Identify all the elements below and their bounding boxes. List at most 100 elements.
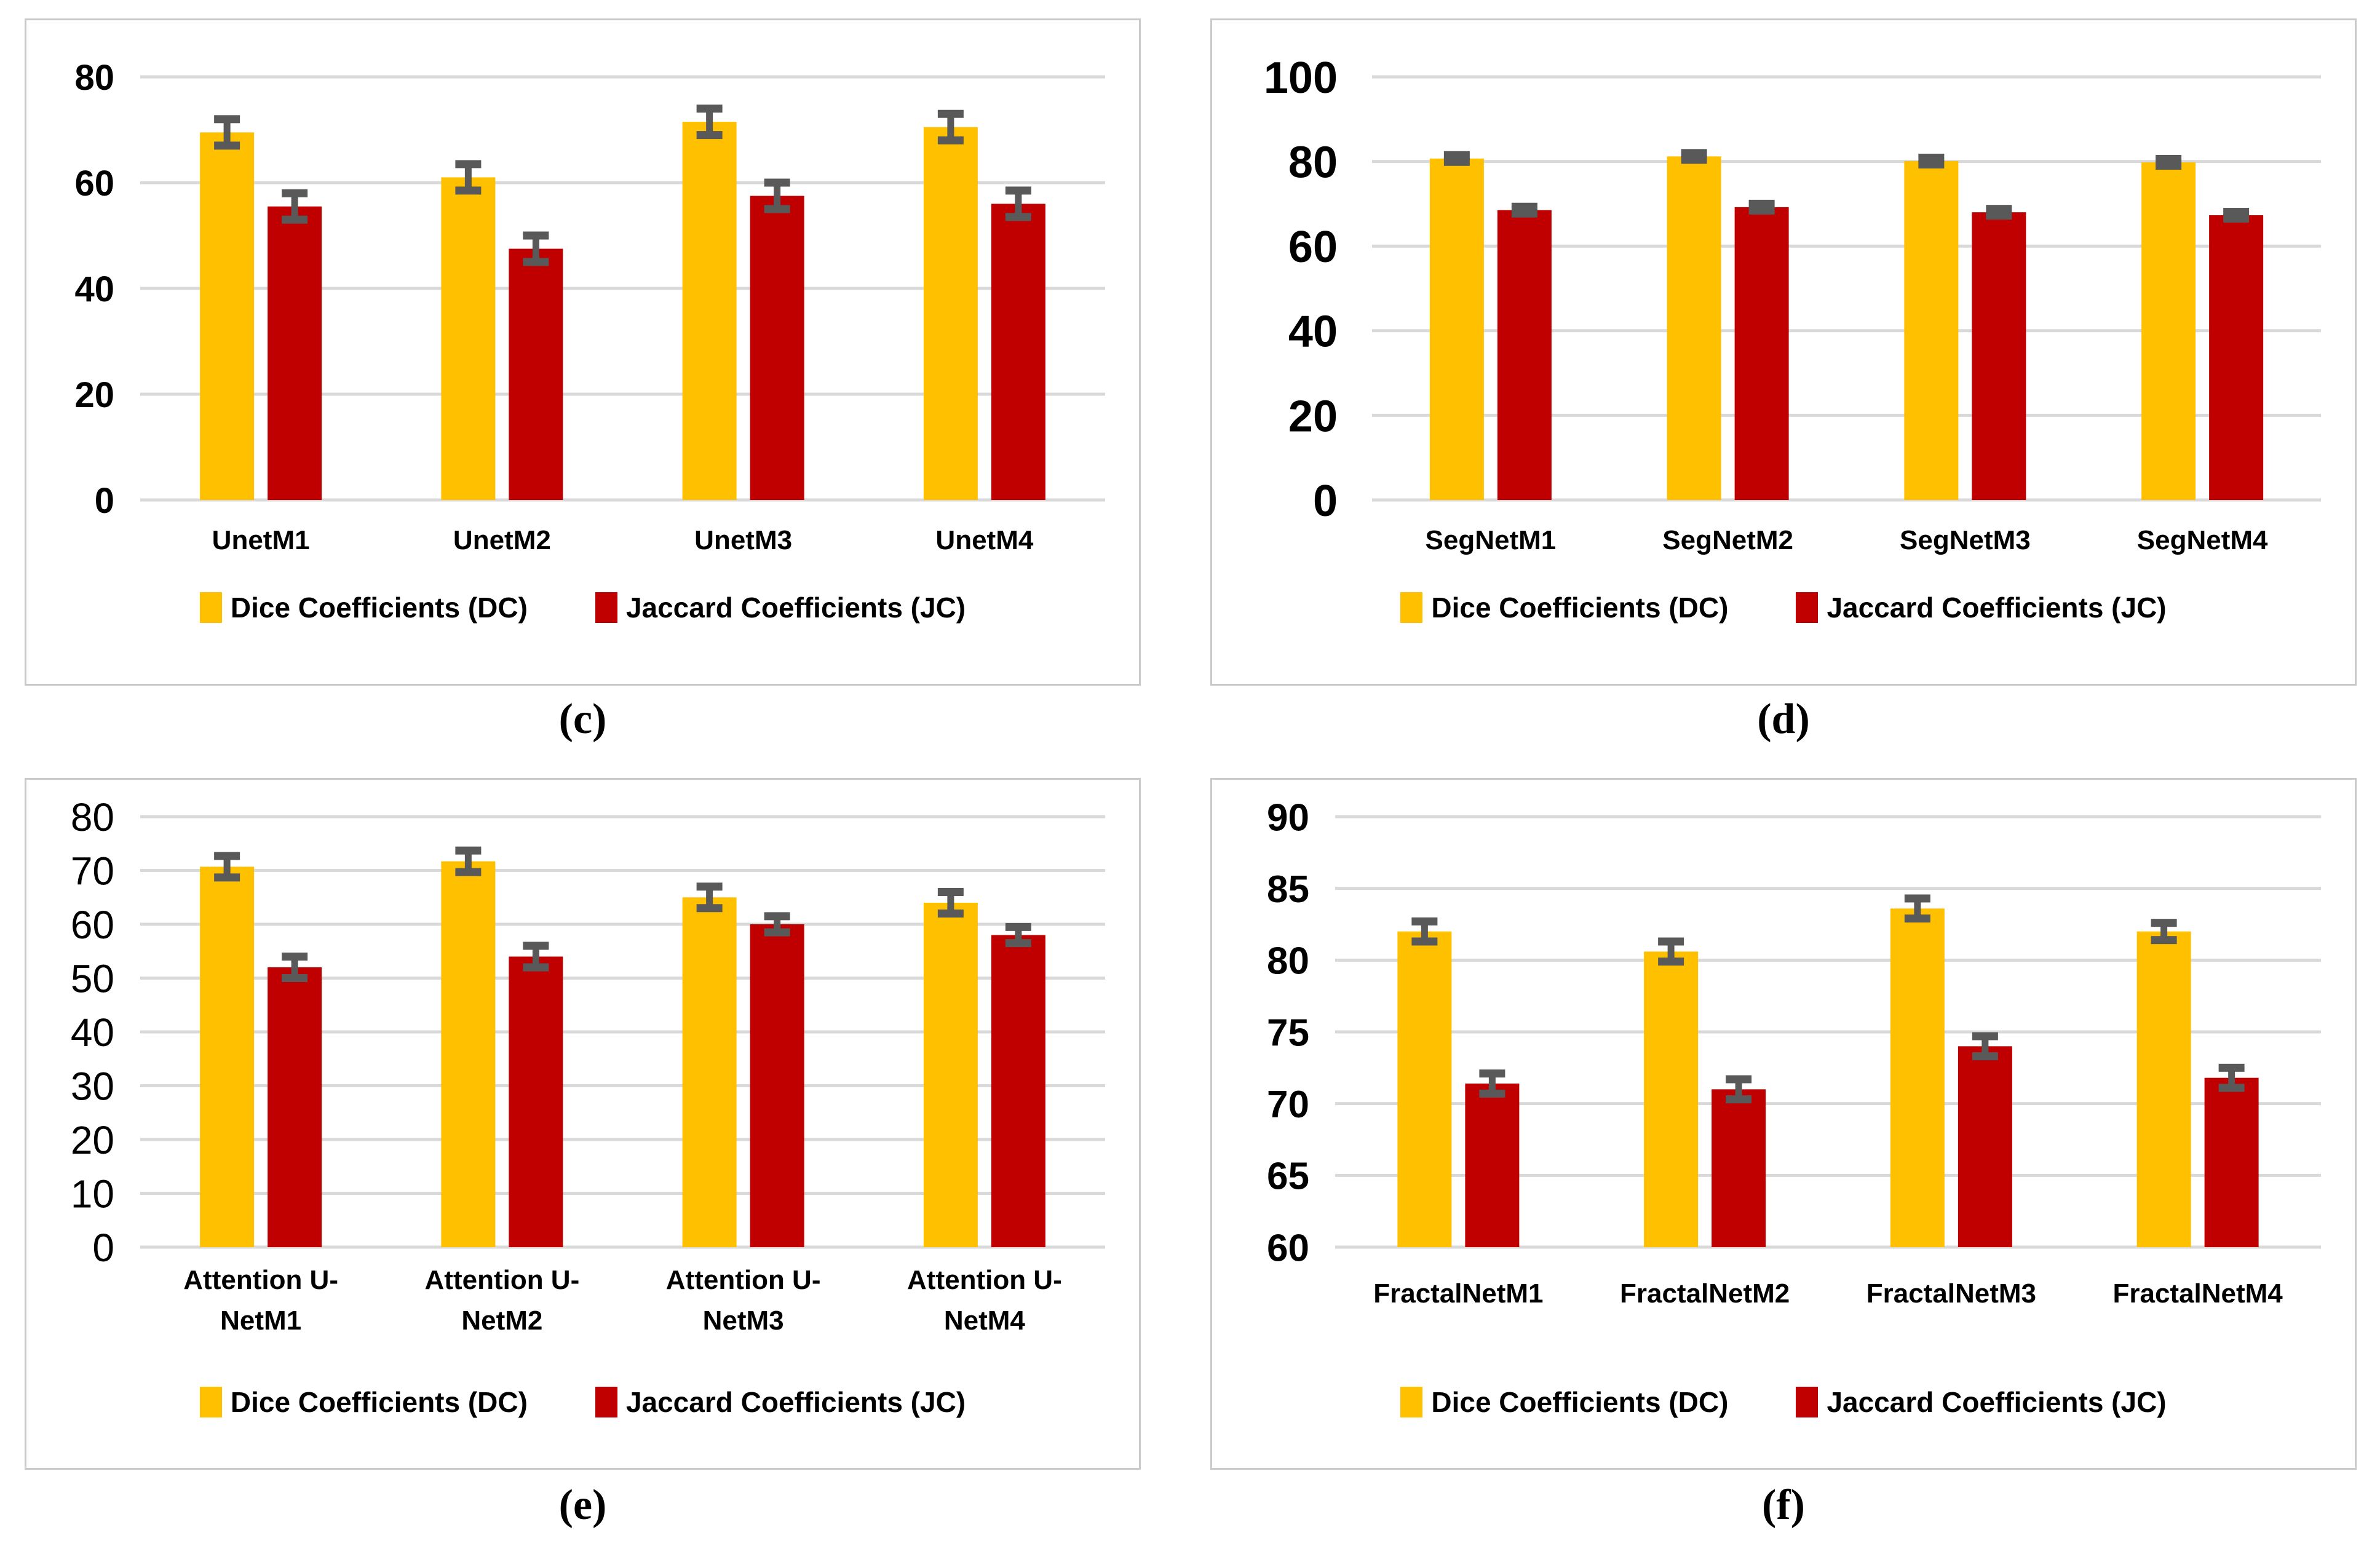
bar-dc-attention-u-netm2 (441, 861, 496, 1247)
panel-caption-c: (c) (558, 696, 607, 743)
legend-label-jc: Jaccard Coefficients (JC) (1827, 1386, 2167, 1418)
error-bar-dc-unetm4 (937, 109, 964, 145)
x-axis-category-label: NetM2 (461, 1306, 542, 1336)
bar-dc-segnetm4 (2141, 162, 2196, 500)
x-axis-category-label: SegNetM1 (1426, 525, 1557, 555)
x-axis-category-label: Attention U- (907, 1265, 1062, 1295)
error-bar-dc-segnetm3 (1918, 153, 1945, 168)
error-bar-jc-fractalnetm4 (2218, 1063, 2245, 1092)
x-axis-category-label: NetM4 (944, 1306, 1026, 1336)
y-axis-tick-label: 20 (71, 1118, 114, 1162)
bar-jc-unetm2 (509, 248, 563, 500)
y-axis-tick-label: 100 (1264, 54, 1338, 103)
error-bar-jc-attention-u-netm2 (523, 942, 549, 972)
y-axis-tick-label: 80 (74, 58, 114, 98)
bar-dc-attention-u-netm4 (923, 903, 978, 1247)
legend-item-jc: Jaccard Coefficients (JC) (1796, 591, 2167, 624)
legend-label-dc: Dice Coefficients (DC) (230, 1386, 528, 1418)
x-axis-category-label: SegNetM4 (2137, 525, 2268, 555)
bar-dc-segnetm1 (1429, 158, 1484, 500)
bar-dc-unetm1 (200, 132, 255, 501)
chart-panel-d: 0 20 40 60 80 100 SegNetM1 SegNetM2 SegNetM3 SegN… (1210, 18, 2357, 686)
error-bar-jc-fractalnetm2 (1726, 1075, 1752, 1104)
error-bar-jc-segnetm1 (1511, 202, 1537, 218)
error-bar-jc-attention-u-netm1 (282, 953, 308, 982)
error-bar-jc-unetm1 (282, 189, 308, 224)
legend-item-dc: Dice Coefficients (DC) (199, 591, 528, 624)
legend-label-jc: Jaccard Coefficients (JC) (1827, 592, 2167, 624)
y-axis-tick-label: 30 (71, 1064, 114, 1109)
error-bar-dc-attention-u-netm2 (455, 846, 482, 876)
y-axis-tick-label: 0 (92, 1226, 114, 1270)
x-axis-category-label: SegNetM2 (1662, 525, 1793, 555)
legend-item-jc: Jaccard Coefficients (JC) (595, 1386, 966, 1419)
y-axis-tick-label: 85 (1267, 868, 1309, 911)
x-axis-category-label: NetM1 (220, 1306, 301, 1336)
legend-swatch-jc-icon (1796, 592, 1819, 623)
x-axis-category-label: SegNetM3 (1900, 525, 2031, 555)
legend-swatch-jc-icon (595, 1387, 617, 1417)
bar-dc-fractalnetm4 (2136, 931, 2191, 1247)
legend-swatch-dc-icon (199, 592, 222, 623)
y-axis-tick-label: 80 (71, 795, 114, 839)
y-axis-tick-label: 20 (1288, 392, 1338, 441)
y-axis-tick-label: 40 (71, 1010, 114, 1055)
legend-item-jc: Jaccard Coefficients (JC) (1796, 1386, 2167, 1419)
legend-item-jc: Jaccard Coefficients (JC) (595, 591, 966, 624)
bar-jc-segnetm3 (1972, 212, 2026, 500)
y-axis-tick-label: 80 (1288, 138, 1338, 188)
bar-jc-unetm1 (268, 206, 322, 500)
y-axis-tick-label: 40 (1288, 307, 1338, 357)
x-axis-category-label: FractalNetM2 (1620, 1278, 1790, 1309)
error-bar-jc-segnetm2 (1748, 199, 1775, 215)
bar-jc-segnetm2 (1734, 207, 1789, 500)
chart-panel-c: 0 20 40 60 80 UnetM1 UnetM2 UnetM3 UnetM4 Dice Co… (25, 18, 1141, 686)
error-bar-dc-fractalnetm4 (2151, 919, 2177, 945)
chart-panel-e: 0 10 20 30 40 50 60 70 80 Attention U- NetM1 Attent… (25, 778, 1141, 1470)
legend: Dice Coefficients (DC) Jaccard Coefficien… (1212, 1386, 2355, 1419)
legend-swatch-dc-icon (1400, 1387, 1423, 1417)
chart-svg-c: 0 20 40 60 80 UnetM1 UnetM2 UnetM3 UnetM4 (74, 58, 1105, 555)
bar-dc-fractalnetm2 (1644, 951, 1699, 1247)
bar-jc-fractalnetm1 (1465, 1084, 1520, 1247)
panel-caption-d: (d) (1757, 696, 1810, 743)
bar-jc-fractalnetm2 (1712, 1089, 1766, 1247)
error-bar-dc-attention-u-netm3 (696, 882, 723, 913)
bar-dc-segnetm2 (1667, 156, 1721, 500)
x-axis-category-label: FractalNetM1 (1373, 1278, 1543, 1309)
y-axis-tick-label: 90 (1267, 796, 1309, 839)
chart-svg-e: 0 10 20 30 40 50 60 70 80 Attention U- NetM1 Attent… (71, 795, 1105, 1336)
error-bar-dc-fractalnetm3 (1904, 894, 1930, 923)
panel-caption-e: (e) (558, 1481, 607, 1529)
bar-jc-attention-u-netm4 (991, 935, 1045, 1247)
x-axis-category-label: FractalNetM3 (1866, 1278, 2036, 1309)
error-bar-dc-segnetm4 (2156, 154, 2182, 170)
bar-dc-attention-u-netm1 (200, 866, 255, 1247)
legend-swatch-jc-icon (595, 592, 617, 623)
legend: Dice Coefficients (DC) Jaccard Coefficien… (26, 1386, 1139, 1419)
error-bar-jc-segnetm4 (2223, 207, 2250, 223)
legend-item-dc: Dice Coefficients (DC) (1400, 1386, 1728, 1419)
legend-label-dc: Dice Coefficients (DC) (1431, 592, 1729, 624)
bar-jc-attention-u-netm3 (750, 924, 804, 1247)
bar-dc-fractalnetm1 (1397, 931, 1452, 1247)
bar-jc-fractalnetm3 (1958, 1046, 2012, 1247)
error-bar-dc-attention-u-netm1 (214, 852, 240, 882)
error-bar-jc-fractalnetm1 (1479, 1069, 1505, 1098)
legend-label-dc: Dice Coefficients (DC) (1431, 1386, 1729, 1418)
x-axis-category-label: UnetM1 (212, 525, 310, 555)
chart-panel-f: 60 65 70 75 80 85 90 FractalNetM1 FractalNetM2 Fr… (1210, 778, 2357, 1470)
y-axis-tick-label: 60 (1288, 223, 1338, 272)
y-axis-tick-label: 10 (71, 1172, 114, 1216)
bar-jc-attention-u-netm1 (268, 967, 322, 1247)
bar-jc-fractalnetm4 (2204, 1077, 2259, 1247)
bar-dc-unetm4 (923, 127, 978, 500)
error-bar-dc-unetm1 (214, 115, 240, 150)
error-bar-jc-unetm4 (1005, 186, 1031, 221)
x-axis-category-label: Attention U- (183, 1265, 338, 1295)
x-axis-category-label: UnetM3 (694, 525, 792, 555)
error-bar-dc-fractalnetm2 (1658, 937, 1684, 966)
legend-swatch-dc-icon (1400, 592, 1423, 623)
error-bar-jc-attention-u-netm4 (1005, 922, 1031, 948)
